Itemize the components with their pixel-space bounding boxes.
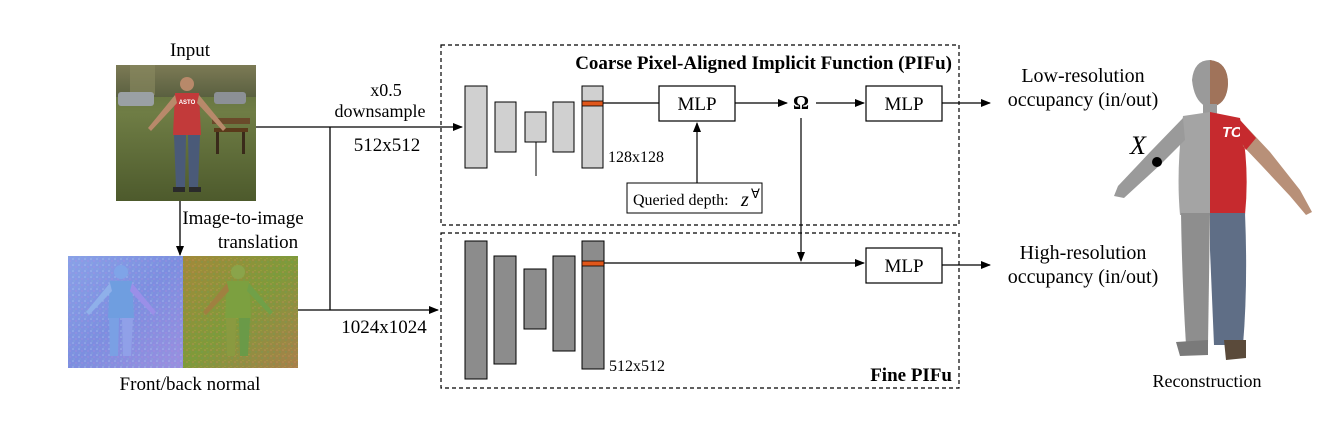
input-label: Input	[170, 40, 211, 61]
low-res-label-1: Low-resolution	[1021, 65, 1144, 87]
fine-encoder-layer-4	[552, 255, 576, 352]
fine-encoder-layer-2	[493, 255, 517, 365]
fine-output-mlp-box	[865, 247, 943, 284]
query-point-marker	[1152, 157, 1162, 167]
queried-depth-box	[626, 182, 763, 214]
downsample-label-1: x0.5	[370, 80, 402, 100]
fine-pifu-module: Fine PIFu 512x512 MLP	[440, 232, 960, 389]
high-res-label-2: occupancy (in/out)	[1008, 266, 1159, 288]
fine-input-res: 1024x1024	[341, 317, 427, 338]
coarse-encoder-layer-4	[552, 101, 575, 153]
fine-feature-map	[581, 240, 605, 370]
low-res-label-2: occupancy (in/out)	[1008, 89, 1159, 111]
image-to-image-label-1: Image-to-image	[182, 208, 303, 229]
reconstruction-model: TO	[1114, 60, 1312, 360]
fine-feature-res: 512x512	[609, 358, 665, 375]
queried-depth-symbol: z	[740, 189, 749, 211]
fine-feature-highlight	[581, 260, 605, 267]
coarse-pifu-title: Coarse Pixel-Aligned Implicit Function (…	[575, 53, 952, 74]
reconstruction-shirt-text: TO	[1222, 124, 1243, 141]
coarse-output-mlp-box	[865, 85, 943, 122]
reconstruction-label: Reconstruction	[1153, 371, 1262, 391]
query-point-label: X	[1129, 131, 1147, 160]
coarse-feature-highlight	[581, 100, 604, 107]
coarse-encoder-layer-3	[524, 111, 547, 143]
coarse-mlp-box	[658, 85, 736, 122]
queried-depth-superscript: ∀	[751, 187, 760, 202]
front-normal-map	[68, 256, 183, 368]
input-shirt-text: ASTO	[179, 100, 196, 106]
coarse-output-mlp-label: MLP	[884, 94, 923, 115]
coarse-pifu-module: Coarse Pixel-Aligned Implicit Function (…	[440, 44, 960, 226]
coarse-encoder-layer-1	[464, 85, 488, 169]
fine-output-mlp-label: MLP	[884, 256, 923, 277]
front-back-normal-label: Front/back normal	[120, 374, 261, 395]
coarse-mlp-label: MLP	[677, 94, 716, 115]
coarse-input-res: 512x512	[354, 135, 421, 156]
image-to-image-label-2: translation	[218, 232, 299, 253]
queried-depth-label: Queried depth:	[633, 192, 729, 209]
fine-encoder-layer-3	[523, 268, 547, 330]
input-photo: ASTO	[116, 65, 256, 201]
high-res-label-1: High-resolution	[1020, 242, 1147, 264]
back-normal-map	[183, 256, 298, 368]
coarse-encoder-layer-2	[494, 101, 517, 153]
fine-encoder-layer-1	[464, 240, 488, 380]
coarse-feature-res: 128x128	[608, 149, 664, 166]
downsample-label-2: downsample	[335, 101, 426, 121]
omega-symbol: Ω	[793, 92, 809, 114]
coarse-feature-map	[581, 85, 604, 169]
fine-pifu-title: Fine PIFu	[870, 365, 952, 386]
